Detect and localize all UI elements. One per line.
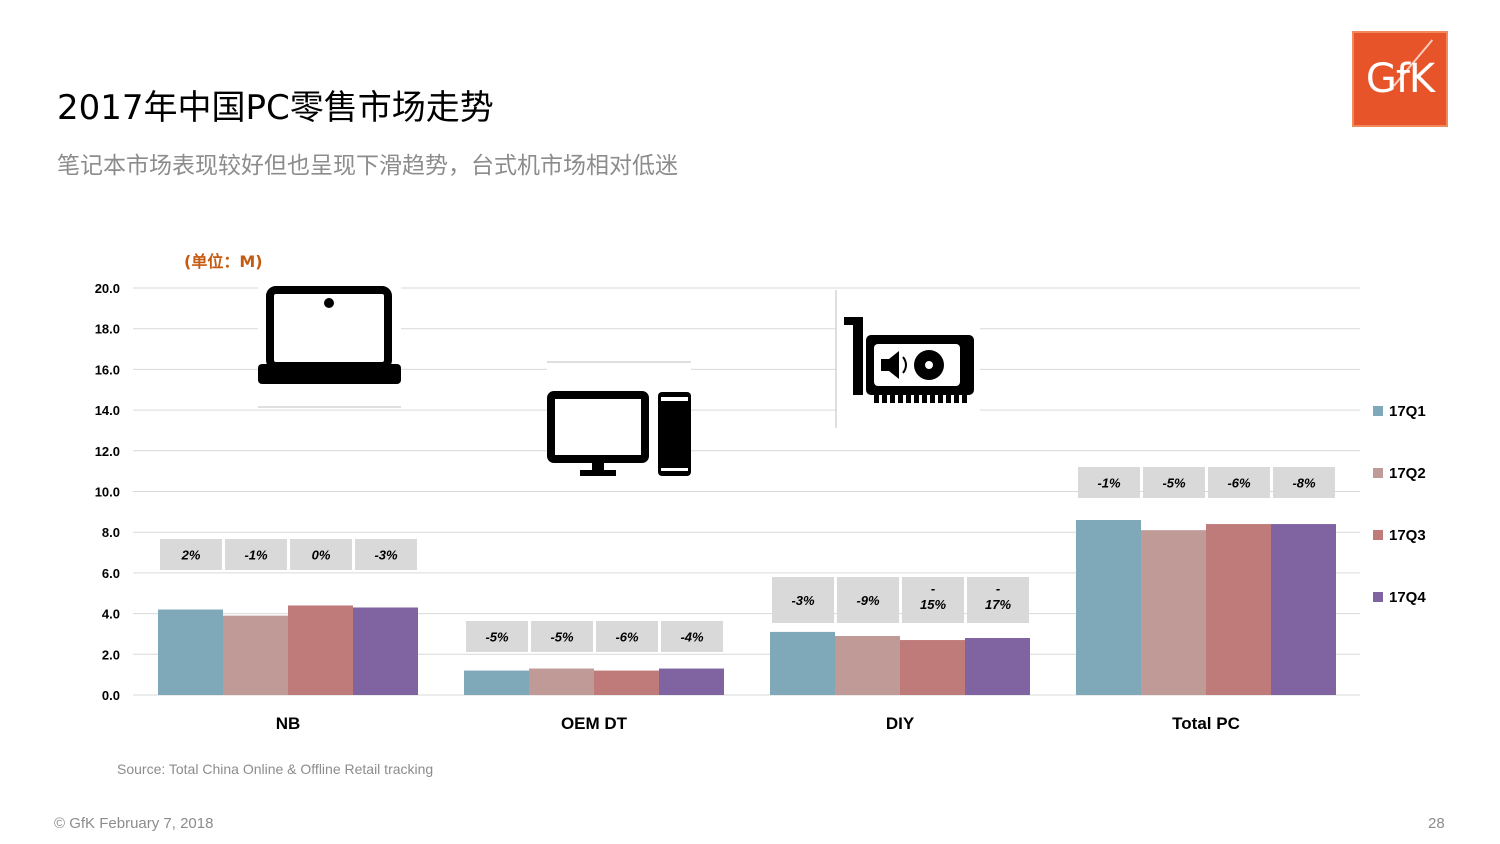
growth-label-box: [772, 577, 834, 623]
growth-label-box: [225, 539, 287, 570]
growth-label-box: [531, 621, 593, 652]
page-subtitle: 笔记本市场表现较好但也呈现下滑趋势，台式机市场相对低迷: [57, 153, 678, 179]
y-tick-label: 8.0: [102, 525, 120, 540]
category-label: DIY: [886, 714, 915, 733]
gfk-logo: GfK: [1352, 31, 1448, 127]
footer-copyright: © GfK February 7, 2018: [54, 815, 214, 832]
growth-label: -1%: [1097, 476, 1121, 491]
y-tick-label: 2.0: [102, 647, 120, 662]
graphics-card-icon: [835, 290, 980, 428]
growth-label: -6%: [1227, 476, 1251, 491]
legend-swatch: [1373, 406, 1383, 416]
bar: [835, 635, 900, 695]
growth-label: -5%: [1162, 476, 1186, 491]
y-tick-label: 0.0: [102, 688, 120, 703]
category-label: NB: [276, 714, 301, 733]
growth-label-box: [355, 539, 417, 570]
legend-label: 17Q4: [1389, 589, 1426, 606]
legend-swatch: [1373, 592, 1383, 602]
laptop-icon: [258, 286, 401, 408]
unit-label: (单位：M): [184, 252, 263, 271]
legend-swatch: [1373, 530, 1383, 540]
legend-label: 17Q2: [1389, 465, 1426, 482]
growth-label-box: [661, 621, 723, 652]
growth-label: -15%: [920, 581, 946, 612]
growth-label-box: [1208, 467, 1270, 498]
growth-label: -6%: [615, 630, 639, 645]
growth-label: -8%: [1292, 476, 1316, 491]
legend-swatch: [1373, 468, 1383, 478]
y-tick-label: 4.0: [102, 607, 120, 622]
y-tick-label: 6.0: [102, 566, 120, 581]
bar: [288, 605, 353, 695]
page-title: 2017年中国PC零售市场走势: [57, 88, 494, 128]
bar: [965, 638, 1030, 695]
y-tick-label: 12.0: [95, 444, 120, 459]
growth-label-box: [160, 539, 222, 570]
y-tick-label: 18.0: [95, 322, 120, 337]
legend-label: 17Q1: [1389, 403, 1426, 420]
growth-label-box: [967, 577, 1029, 623]
source-note: Source: Total China Online & Offline Ret…: [117, 761, 434, 777]
growth-label: -3%: [791, 593, 815, 608]
bar: [464, 670, 529, 695]
growth-label-box: [1143, 467, 1205, 498]
growth-label: 2%: [181, 548, 201, 563]
bar: [1076, 519, 1141, 695]
growth-label-box: [1273, 467, 1335, 498]
bar: [158, 609, 223, 695]
growth-label: 0%: [312, 548, 331, 563]
growth-label: -3%: [374, 548, 398, 563]
growth-label-box: [290, 539, 352, 570]
bar: [594, 670, 659, 695]
bar: [1206, 524, 1271, 695]
bar: [770, 631, 835, 695]
bar: [353, 607, 418, 695]
growth-label-box: [1078, 467, 1140, 498]
bar: [659, 668, 724, 695]
y-tick-label: 16.0: [95, 362, 120, 377]
page-number: 28: [1428, 815, 1445, 832]
bar: [1141, 530, 1206, 695]
growth-label-box: [837, 577, 899, 623]
growth-label: -9%: [856, 593, 880, 608]
legend-label: 17Q3: [1389, 527, 1426, 544]
y-tick-label: 14.0: [95, 403, 120, 418]
growth-label: -17%: [985, 581, 1011, 612]
category-label: Total PC: [1172, 714, 1240, 733]
bar: [1271, 524, 1336, 695]
bar: [529, 668, 594, 695]
y-tick-label: 20.0: [95, 281, 120, 296]
growth-label: -5%: [550, 630, 574, 645]
bar: [223, 615, 288, 695]
desktop-pc-icon: [547, 361, 691, 490]
growth-label-box: [466, 621, 528, 652]
growth-label: -1%: [244, 548, 268, 563]
growth-label-box: [902, 577, 964, 623]
growth-label: -4%: [680, 630, 704, 645]
y-tick-label: 10.0: [95, 485, 120, 500]
growth-label-box: [596, 621, 658, 652]
bar: [900, 640, 965, 695]
growth-label: -5%: [485, 630, 509, 645]
category-label: OEM DT: [561, 714, 628, 733]
